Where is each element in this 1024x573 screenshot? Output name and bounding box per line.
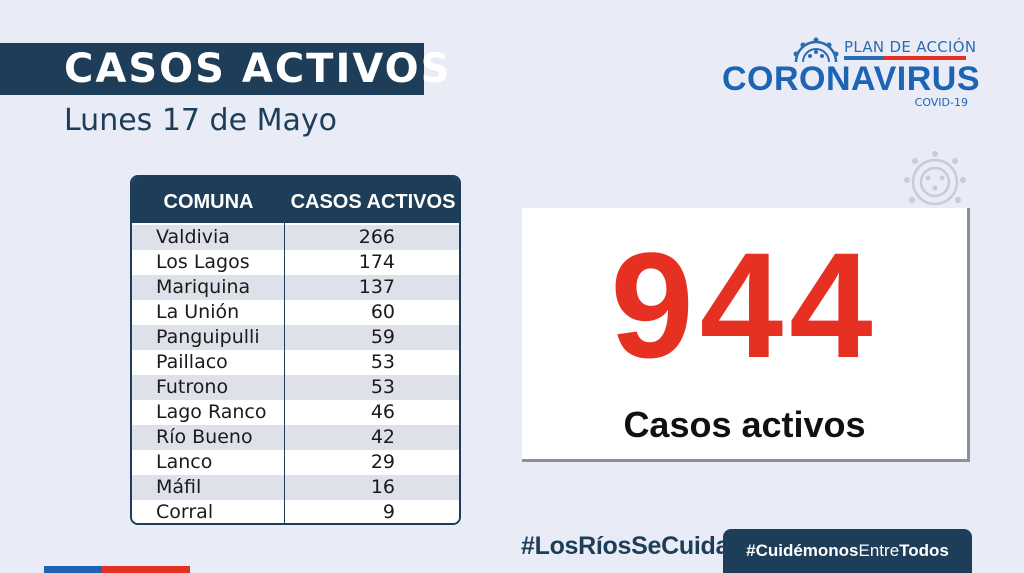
table-row: Corral 9	[132, 500, 459, 523]
comuna-cell: Corral	[156, 501, 214, 523]
coronavirus-icon	[793, 37, 839, 62]
column-header-comuna: COMUNA	[163, 191, 254, 213]
comuna-cell: Futrono	[156, 376, 229, 398]
comuna-cell: Mariquina	[156, 276, 251, 298]
hashtag-part-3: Todos	[899, 541, 949, 560]
casos-cell: 137	[358, 276, 395, 298]
coronavirus-logo: PLAN DE ACCIÓN CORONAVIRUS COVID-19	[722, 32, 980, 112]
casos-cell: 174	[358, 251, 395, 273]
logo-flag-stripe	[844, 56, 966, 60]
title-banner	[0, 43, 424, 95]
comuna-cell: Río Bueno	[156, 426, 253, 448]
hashtag-part-2: Entre	[858, 541, 900, 560]
comuna-cell: Panguipulli	[156, 326, 260, 348]
table-row: La Unión 60	[132, 300, 459, 325]
casos-cell: 16	[370, 476, 395, 498]
comuna-cell: Lago Ranco	[156, 401, 267, 423]
casos-cell: 266	[358, 226, 395, 248]
column-header-casos: CASOS ACTIVOS	[290, 191, 456, 213]
hashtag-cuidemonos-badge: #CuidémonosEntreTodos	[723, 529, 972, 573]
logo-name: CORONAVIRUS	[722, 60, 980, 98]
table-header: COMUNA CASOS ACTIVOS	[132, 177, 459, 223]
table-row: Máfil 16	[132, 475, 459, 500]
coronavirus-watermark-icon	[904, 151, 966, 206]
casos-cell: 53	[370, 351, 395, 373]
table-row: Paillaco 53	[132, 350, 459, 375]
page-date: Lunes 17 de Mayo	[64, 103, 337, 138]
column-divider	[284, 177, 285, 523]
logo-subtext: COVID-19	[914, 96, 968, 109]
table-row: Panguipulli 59	[132, 325, 459, 350]
table-row: Río Bueno 42	[132, 425, 459, 450]
cases-table: COMUNA CASOS ACTIVOS Valdivia 266 Los Lag…	[130, 175, 461, 525]
table-row: Los Lagos 174	[132, 250, 459, 275]
casos-cell: 59	[370, 326, 395, 348]
table-row: Valdivia 266	[132, 225, 459, 250]
casos-cell: 60	[370, 301, 395, 323]
total-cases-number: 944	[610, 221, 879, 389]
hashtag-part-1: #Cuidémonos	[746, 541, 859, 560]
comuna-cell: Paillaco	[156, 351, 228, 373]
casos-cell: 42	[370, 426, 395, 448]
flag-stripe	[44, 566, 190, 573]
total-cases-card: 944 Casos activos	[522, 208, 970, 462]
table-row: Lago Ranco 46	[132, 400, 459, 425]
page-title: CASOS ACTIVOS	[64, 46, 452, 92]
comuna-cell: Máfil	[156, 476, 202, 498]
comuna-cell: Los Lagos	[156, 251, 250, 273]
table-row: Futrono 53	[132, 375, 459, 400]
table-row: Mariquina 137	[132, 275, 459, 300]
comuna-cell: Valdivia	[156, 226, 230, 248]
comuna-cell: Lanco	[156, 451, 213, 473]
casos-cell: 9	[382, 501, 395, 523]
logo-plan-text: PLAN DE ACCIÓN	[844, 38, 977, 56]
casos-cell: 46	[370, 401, 395, 423]
casos-cell: 29	[370, 451, 395, 473]
hashtag-los-rios: #LosRíosSeCuida	[521, 532, 730, 560]
total-cases-label: Casos activos	[623, 404, 866, 445]
casos-cell: 53	[370, 376, 395, 398]
table-body: Valdivia 266 Los Lagos 174 Mariquina 137 La…	[132, 225, 459, 523]
table-row: Lanco 29	[132, 450, 459, 475]
comuna-cell: La Unión	[156, 301, 240, 323]
